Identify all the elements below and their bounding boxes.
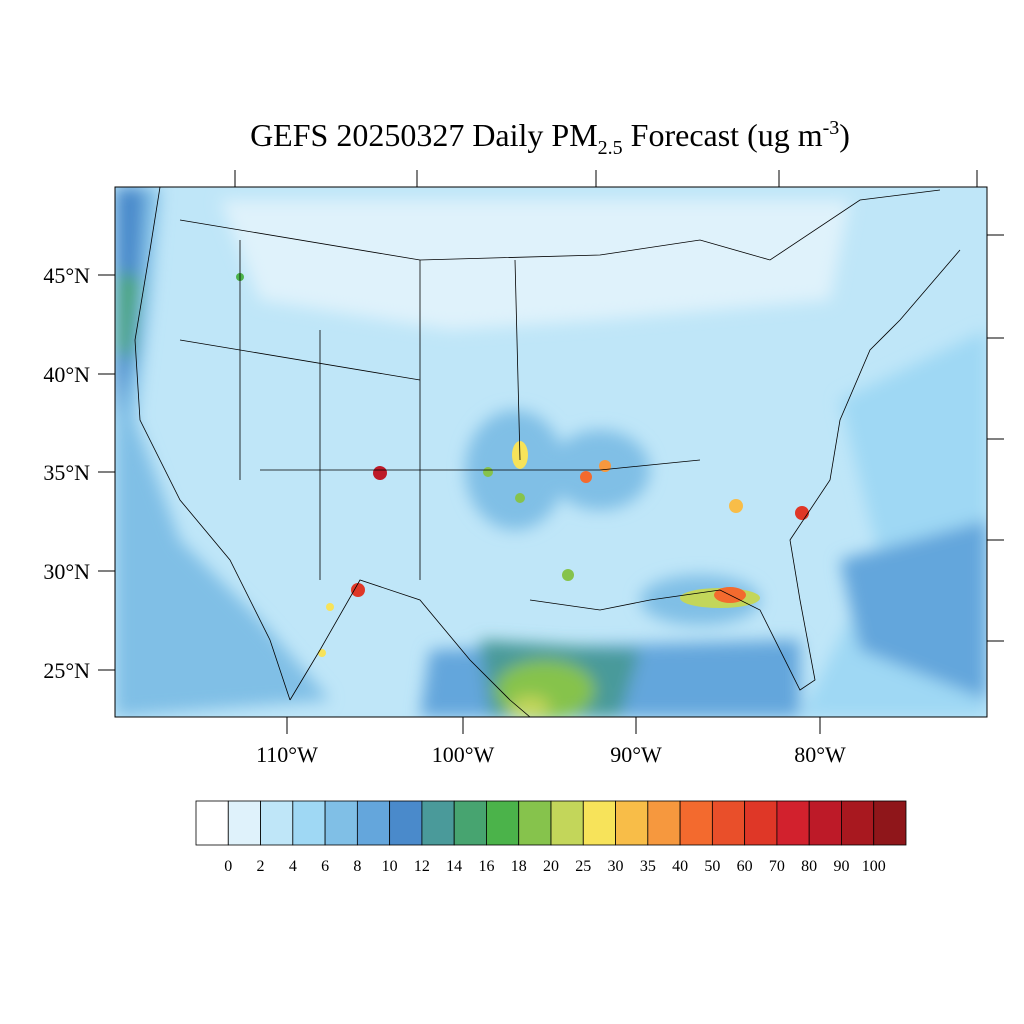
lat-label: 45°N xyxy=(43,263,90,288)
colorbar-box xyxy=(808,800,842,846)
colorbar-box xyxy=(356,800,391,846)
colorbar-box xyxy=(389,800,423,846)
colorbar-label: 2 xyxy=(257,858,265,875)
colorbar-box xyxy=(615,800,649,846)
lon-label: 90°W xyxy=(610,742,662,767)
colorbar-label: 0 xyxy=(224,858,232,875)
colorbar-box xyxy=(195,800,229,846)
colorbar-label: 12 xyxy=(414,858,430,875)
lat-label: 40°N xyxy=(43,362,90,387)
colorbar-label: 16 xyxy=(478,858,494,875)
colorbar-label: 14 xyxy=(446,858,462,875)
colorbar-label: 18 xyxy=(511,858,527,875)
colorbar-box xyxy=(486,800,520,846)
lon-label: 80°W xyxy=(794,742,846,767)
map-field xyxy=(115,187,987,717)
colorbar-box xyxy=(841,800,875,846)
lat-label: 30°N xyxy=(43,559,90,584)
lat-label: 25°N xyxy=(43,658,90,683)
colorbar-label: 80 xyxy=(801,858,817,875)
colorbar-label: 35 xyxy=(640,858,656,875)
colorbar-box xyxy=(518,800,552,846)
colorbar-label: 100 xyxy=(862,858,886,875)
colorbar-box xyxy=(260,800,294,846)
colorbar-label: 20 xyxy=(543,858,559,875)
colorbar-box xyxy=(550,800,584,846)
colorbar-box xyxy=(776,800,810,846)
map-frame xyxy=(114,186,988,718)
colorbar-box xyxy=(679,800,713,846)
colorbar-box xyxy=(744,800,778,846)
boundaries xyxy=(134,187,961,717)
colorbar-label: 50 xyxy=(704,858,720,875)
colorbar-label: 10 xyxy=(382,858,398,875)
colorbar-box xyxy=(227,800,261,846)
colorbar-box xyxy=(421,800,455,846)
colorbar-box xyxy=(873,800,907,846)
colorbar-label: 30 xyxy=(608,858,624,875)
colorbar-box xyxy=(582,800,616,846)
colorbar-label: 90 xyxy=(833,858,849,875)
lat-label: 35°N xyxy=(43,460,90,485)
colorbar-box xyxy=(453,800,487,846)
colorbar-label: 8 xyxy=(353,858,361,875)
colorbar-label: 70 xyxy=(769,858,785,875)
colorbar-box xyxy=(647,800,681,846)
colorbar-box xyxy=(292,800,326,846)
frame-ticks xyxy=(98,170,1004,734)
colorbar-label: 40 xyxy=(672,858,688,875)
title: GEFS 20250327 Daily PM2.5 Forecast (ug m… xyxy=(250,117,850,159)
colorbar-label: 6 xyxy=(321,858,329,875)
colorbar-label: 25 xyxy=(575,858,591,875)
colorbar-box xyxy=(711,800,746,846)
colorbar-box xyxy=(324,800,358,846)
lon-label: 100°W xyxy=(432,742,495,767)
lon-label: 110°W xyxy=(256,742,318,767)
colorbar-label: 4 xyxy=(289,858,297,875)
colorbar-label: 60 xyxy=(737,858,753,875)
